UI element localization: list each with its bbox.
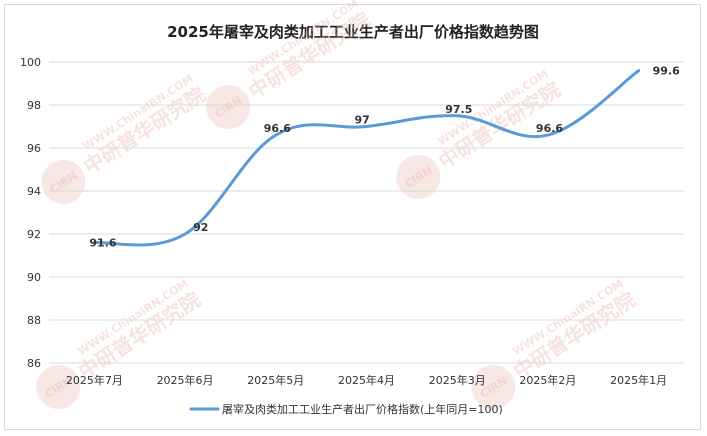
legend[interactable]: 屠宰及肉类加工工业生产者出厂价格指数(上年同月=100): [189, 402, 503, 416]
watermark-logo-mark: [36, 364, 81, 409]
y-tick-label: 86: [27, 357, 41, 370]
x-tick-label: 2025年4月: [338, 373, 395, 387]
y-tick-label: 100: [20, 56, 41, 69]
series-line: [92, 69, 641, 247]
data-label: 96.6: [536, 122, 563, 135]
data-label: 96.6: [264, 122, 291, 135]
watermark-logo-mark: [396, 154, 441, 199]
x-tick-label: 2025年3月: [429, 373, 486, 387]
x-tick-label: 2025年1月: [610, 373, 667, 387]
x-tick-label: 2025年6月: [157, 373, 214, 387]
x-tick-label: 2025年5月: [247, 373, 304, 387]
watermark-logo-mark: [471, 364, 516, 409]
legend-label: 屠宰及肉类加工工业生产者出厂价格指数(上年同月=100): [222, 402, 503, 416]
y-tick-label: 94: [27, 185, 41, 198]
data-label: 97: [355, 114, 370, 127]
x-tick-label: 2025年2月: [519, 373, 576, 387]
chart-frame: [4, 4, 701, 430]
data-label: 99.6: [653, 65, 680, 78]
x-axis-ticks: 2025年7月 2025年6月 2025年5月 2025年4月 2025年3月 2025年…: [66, 373, 667, 387]
y-tick-label: 96: [27, 142, 41, 155]
y-tick-label: 98: [27, 99, 41, 112]
data-labels: 91.6 92 96.6 97 97.5 96.6 99.6: [89, 65, 680, 250]
x-tick-label: 2025年7月: [66, 373, 123, 387]
y-tick-label: 88: [27, 314, 41, 327]
gridlines: [49, 61, 684, 364]
data-label: 91.6: [89, 237, 116, 250]
series-layer: [92, 69, 641, 247]
data-label: 92: [193, 221, 208, 234]
y-axis-ticks: 86 88 90 92 94 96 98 100: [20, 56, 41, 370]
chart-title: 2025年屠宰及肉类加工工业生产者出厂价格指数趋势图: [167, 23, 539, 41]
y-tick-label: 92: [27, 228, 41, 241]
watermark-logo-mark: [206, 84, 251, 129]
watermark-logo-mark: [41, 159, 86, 204]
data-label: 97.5: [445, 103, 472, 116]
y-tick-label: 90: [27, 271, 41, 284]
